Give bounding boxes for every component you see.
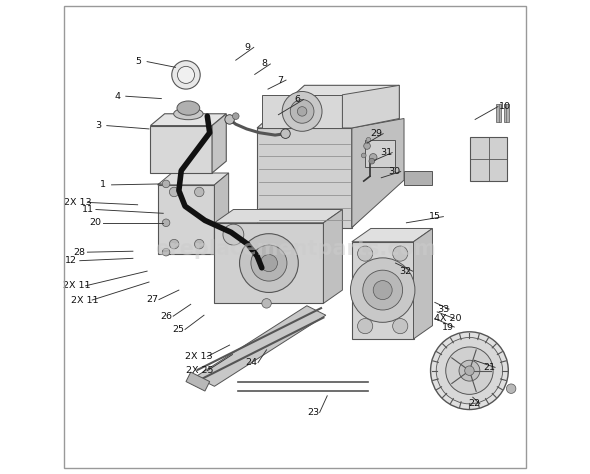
Polygon shape bbox=[186, 372, 209, 391]
Polygon shape bbox=[352, 228, 432, 242]
Polygon shape bbox=[404, 171, 432, 185]
Polygon shape bbox=[414, 228, 432, 339]
Circle shape bbox=[459, 360, 480, 381]
Text: 21: 21 bbox=[483, 363, 496, 372]
Text: 25: 25 bbox=[172, 325, 184, 334]
Circle shape bbox=[373, 281, 392, 300]
Text: 32: 32 bbox=[399, 267, 411, 275]
Text: 20: 20 bbox=[89, 219, 101, 227]
Text: 28: 28 bbox=[73, 248, 86, 256]
Text: 2X 11: 2X 11 bbox=[63, 282, 91, 290]
Bar bbox=[504, 104, 509, 122]
Polygon shape bbox=[257, 128, 352, 228]
Text: 8: 8 bbox=[261, 60, 267, 68]
Circle shape bbox=[297, 107, 307, 116]
Circle shape bbox=[465, 366, 474, 375]
Circle shape bbox=[262, 299, 271, 308]
Polygon shape bbox=[257, 85, 399, 128]
Text: ereplacementparts.com: ereplacementparts.com bbox=[155, 239, 435, 259]
Text: 2X 13: 2X 13 bbox=[64, 198, 91, 207]
Text: 6: 6 bbox=[294, 95, 300, 104]
Text: 4: 4 bbox=[114, 92, 120, 100]
Text: 30: 30 bbox=[388, 167, 401, 176]
Text: 31: 31 bbox=[380, 148, 392, 157]
Text: 5: 5 bbox=[136, 57, 142, 66]
Circle shape bbox=[392, 246, 408, 261]
Polygon shape bbox=[195, 306, 326, 386]
Circle shape bbox=[223, 224, 244, 245]
Text: 27: 27 bbox=[146, 295, 158, 304]
Bar bbox=[496, 104, 501, 122]
Text: 4X 20: 4X 20 bbox=[434, 314, 461, 323]
Polygon shape bbox=[214, 173, 229, 254]
Ellipse shape bbox=[173, 108, 203, 120]
Text: 24: 24 bbox=[245, 358, 257, 367]
Text: 7: 7 bbox=[277, 76, 283, 84]
Circle shape bbox=[169, 239, 179, 249]
Polygon shape bbox=[323, 210, 342, 303]
Circle shape bbox=[369, 154, 377, 161]
Circle shape bbox=[392, 319, 408, 334]
Text: 1: 1 bbox=[100, 181, 106, 189]
Ellipse shape bbox=[177, 101, 200, 115]
Circle shape bbox=[358, 246, 373, 261]
Circle shape bbox=[366, 137, 371, 142]
Circle shape bbox=[358, 319, 373, 334]
Text: 33: 33 bbox=[437, 305, 449, 313]
Circle shape bbox=[369, 158, 375, 164]
Polygon shape bbox=[150, 126, 212, 173]
Polygon shape bbox=[470, 137, 507, 181]
Circle shape bbox=[225, 115, 234, 124]
Circle shape bbox=[169, 187, 179, 197]
Text: 2X 13: 2X 13 bbox=[185, 352, 213, 361]
Polygon shape bbox=[352, 85, 399, 228]
Polygon shape bbox=[342, 85, 399, 128]
Circle shape bbox=[260, 255, 277, 272]
Circle shape bbox=[178, 66, 195, 83]
Polygon shape bbox=[352, 118, 404, 228]
Polygon shape bbox=[212, 114, 227, 173]
Circle shape bbox=[195, 239, 204, 249]
Text: 10: 10 bbox=[499, 102, 511, 111]
Polygon shape bbox=[352, 242, 414, 339]
Circle shape bbox=[445, 347, 493, 394]
Circle shape bbox=[350, 258, 415, 322]
Circle shape bbox=[251, 245, 287, 281]
Text: 26: 26 bbox=[160, 312, 172, 320]
Polygon shape bbox=[262, 95, 342, 128]
Polygon shape bbox=[158, 173, 229, 185]
Text: 3: 3 bbox=[95, 121, 101, 130]
Circle shape bbox=[281, 129, 290, 138]
Text: 2X 11: 2X 11 bbox=[71, 296, 99, 304]
Text: 12: 12 bbox=[65, 256, 77, 265]
Polygon shape bbox=[214, 223, 323, 303]
Circle shape bbox=[162, 248, 170, 256]
Polygon shape bbox=[214, 210, 342, 223]
Polygon shape bbox=[150, 114, 227, 126]
Text: 2X 25: 2X 25 bbox=[185, 366, 213, 375]
Circle shape bbox=[436, 337, 503, 404]
Text: 22: 22 bbox=[468, 400, 480, 408]
Text: 29: 29 bbox=[371, 129, 382, 138]
Text: 19: 19 bbox=[442, 323, 454, 331]
Text: 11: 11 bbox=[82, 205, 94, 214]
Circle shape bbox=[290, 100, 314, 123]
Circle shape bbox=[162, 180, 170, 188]
Circle shape bbox=[361, 153, 366, 158]
Circle shape bbox=[431, 332, 509, 410]
Circle shape bbox=[363, 270, 402, 310]
Text: 9: 9 bbox=[245, 43, 251, 52]
Circle shape bbox=[195, 187, 204, 197]
Circle shape bbox=[363, 143, 371, 149]
Circle shape bbox=[282, 91, 322, 131]
Circle shape bbox=[232, 113, 239, 119]
Circle shape bbox=[172, 61, 200, 89]
Circle shape bbox=[240, 234, 299, 292]
Text: 15: 15 bbox=[429, 212, 441, 221]
Polygon shape bbox=[365, 140, 395, 167]
Circle shape bbox=[162, 219, 170, 227]
Polygon shape bbox=[158, 185, 214, 254]
Text: 23: 23 bbox=[307, 408, 319, 417]
Circle shape bbox=[506, 384, 516, 393]
